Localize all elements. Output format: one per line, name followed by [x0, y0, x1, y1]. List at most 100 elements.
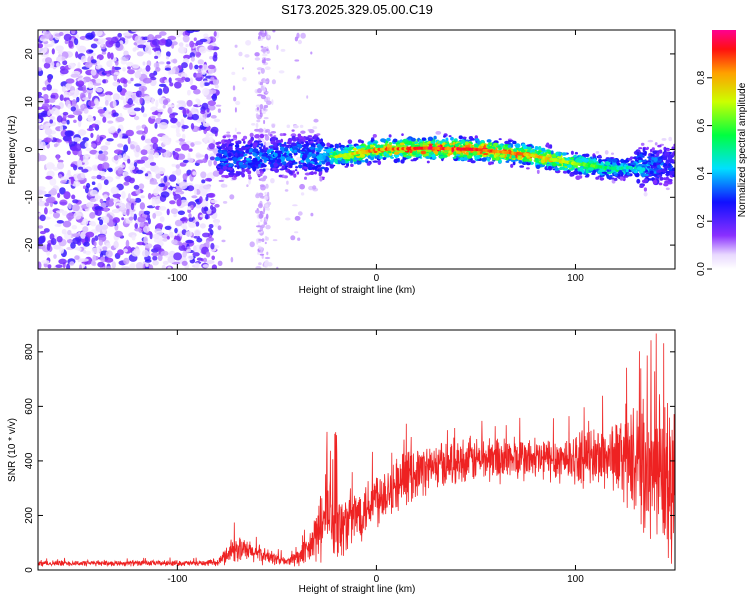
ridge-cell: [310, 140, 314, 144]
sparse-speckle: [260, 67, 265, 74]
noise-blob: [193, 88, 201, 95]
noise-blob: [208, 143, 215, 150]
noise-blob: [44, 202, 50, 207]
ridge-cell: [247, 162, 252, 166]
sparse-speckle: [255, 104, 261, 108]
ridge-cell: [244, 146, 249, 150]
sparse-speckle: [261, 254, 264, 259]
ridge-cell: [669, 171, 675, 175]
noise-blob: [38, 106, 43, 110]
noise-blob: [157, 88, 163, 96]
ridge-cell: [608, 172, 612, 175]
noise-blob: [190, 56, 195, 62]
ridge-cell: [647, 161, 650, 165]
ridge-cell: [409, 140, 413, 145]
noise-blob: [44, 207, 48, 215]
noise-blob: [91, 123, 97, 128]
sparse-speckle: [255, 113, 259, 118]
ridge-cell: [241, 172, 246, 178]
ridge-cell: [453, 151, 457, 156]
noise-blob: [83, 241, 90, 247]
noise-blob: [121, 190, 126, 199]
snr-frame: [37, 329, 676, 571]
ridge-cell: [228, 145, 233, 151]
sparse-speckle: [259, 226, 264, 231]
noise-blob: [85, 32, 94, 40]
noise-blob: [47, 75, 52, 83]
ridge-cell: [302, 137, 306, 143]
ridge-cell: [305, 158, 311, 163]
noise-blob: [55, 210, 63, 214]
ridge-cell: [270, 163, 274, 169]
noise-blob: [128, 165, 136, 171]
noise-blob: [188, 217, 194, 222]
noise-blob: [44, 193, 52, 198]
ridge-cell: [599, 168, 604, 173]
ridge-cell: [599, 177, 605, 181]
ridge-cell: [666, 176, 669, 180]
noise-blob: [97, 109, 106, 114]
noise-blob: [56, 236, 63, 243]
noise-blob: [139, 202, 146, 210]
noise-blob: [64, 130, 74, 137]
noise-blob: [182, 159, 189, 163]
noise-blob: [125, 201, 132, 210]
ridge-cell: [234, 165, 238, 168]
noise-blob: [39, 230, 46, 235]
noise-blob: [80, 231, 86, 239]
noise-blob: [200, 110, 206, 115]
colorbar-axes: 0.00.20.40.60.8: [696, 70, 712, 276]
noise-blob: [202, 232, 210, 238]
ridge-cell: [519, 165, 525, 168]
noise-blob: [61, 120, 67, 125]
sparse-speckle: [242, 77, 247, 82]
noise-blob: [106, 60, 113, 68]
ridge-cell: [646, 146, 649, 150]
ridge-cell: [245, 149, 250, 154]
ridge-cell: [326, 161, 331, 166]
ridge-cell: [637, 156, 642, 160]
ridge-cell: [222, 135, 227, 139]
noise-blob: [63, 33, 72, 42]
ridge-cell: [338, 142, 342, 146]
sparse-speckle: [261, 238, 265, 243]
noise-blob: [77, 45, 87, 53]
ridge-cell: [261, 164, 267, 168]
ridge-cell: [316, 133, 321, 136]
ridge-cell: [352, 147, 357, 151]
noise-blob: [181, 125, 189, 129]
ridge-cell: [273, 147, 279, 151]
ridge-cell: [640, 172, 646, 177]
ridge-cell: [422, 142, 429, 146]
noise-blob: [177, 30, 181, 35]
noise-blob: [189, 77, 194, 86]
noise-blob: [71, 204, 80, 212]
noise-blob: [123, 50, 129, 56]
noise-blob: [198, 46, 207, 54]
ridge-cell: [656, 151, 660, 157]
ridge-cell: [638, 159, 642, 163]
noise-blob: [80, 55, 87, 63]
noise-blob: [166, 208, 170, 216]
ridge-cell: [569, 157, 575, 160]
ridge-cell: [365, 158, 369, 164]
ridge-cell: [308, 171, 315, 175]
noise-blob: [156, 223, 164, 229]
ridge-cell: [225, 163, 230, 166]
noise-blob: [67, 103, 72, 109]
ridge-cell: [278, 142, 282, 146]
noise-blob: [179, 199, 189, 207]
ridge-cell: [443, 135, 446, 138]
noise-blob: [102, 246, 108, 251]
ridge-cell: [573, 154, 577, 158]
noise-blob: [185, 231, 193, 237]
ridge-cell: [307, 166, 312, 170]
noise-blob: [45, 175, 53, 180]
ridge-cell: [324, 146, 329, 149]
noise-blob: [81, 218, 89, 226]
noise-blob: [144, 138, 153, 144]
noise-blob: [152, 142, 158, 150]
noise-blob: [103, 206, 109, 213]
spectrogram-xtick-label-0: -100: [167, 273, 187, 284]
ridge-cell: [656, 169, 662, 173]
